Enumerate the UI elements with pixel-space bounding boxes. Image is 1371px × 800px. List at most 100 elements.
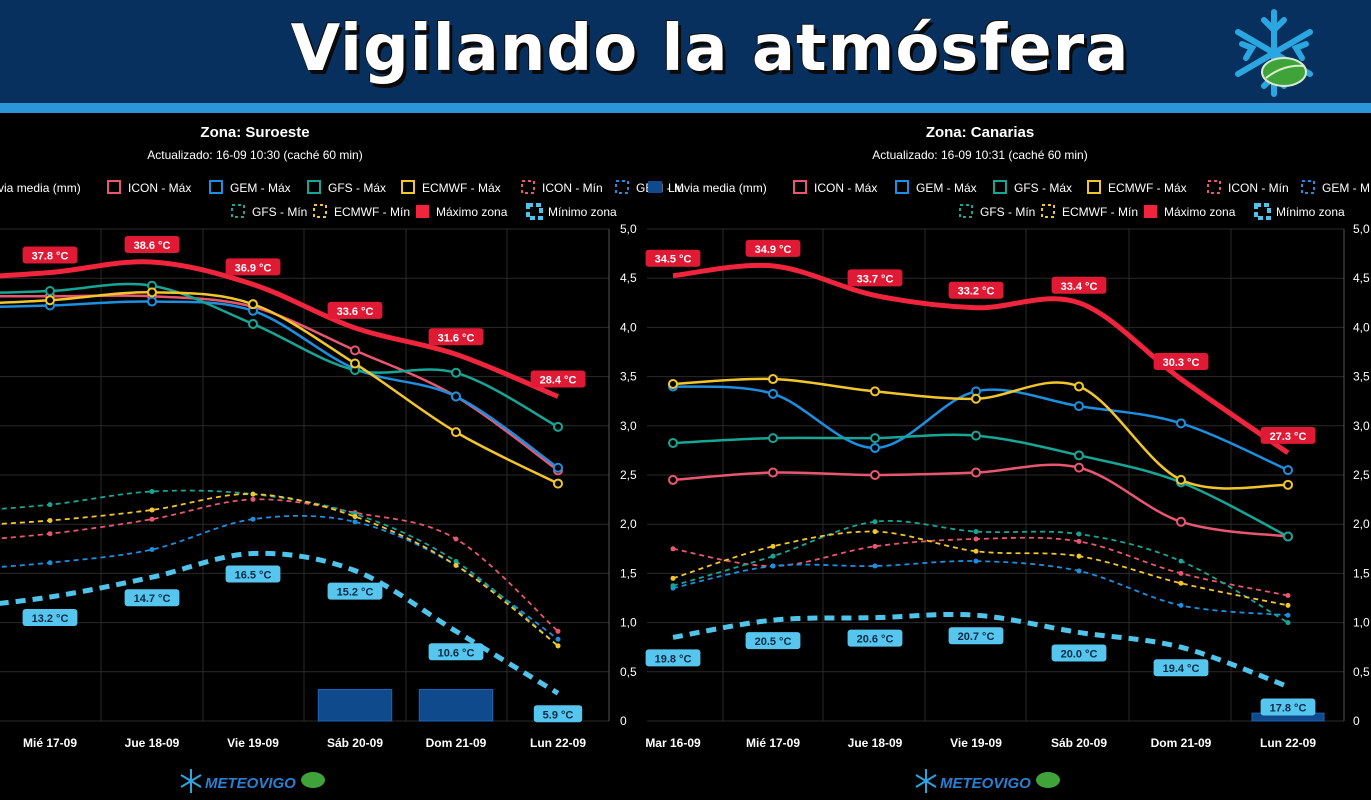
data-point	[1074, 381, 1084, 392]
data-point	[453, 558, 459, 564]
data-point	[1076, 553, 1082, 559]
data-label: 33.2 °C	[958, 286, 995, 298]
data-point	[768, 467, 778, 478]
y-tick-label: 4,0	[620, 320, 637, 334]
data-point	[350, 358, 360, 369]
data-label: 30.3 °C	[1163, 357, 1200, 369]
data-point	[352, 519, 358, 525]
legend-swatch-icon_max	[793, 180, 807, 194]
legend-label-rain: Lluvia media (mm)	[668, 181, 767, 195]
footer-brand: METEOVIGO	[180, 769, 325, 793]
series-gem-m-x	[0, 296, 563, 473]
series-ecmwf-m-n	[670, 529, 1291, 608]
legend-label-max_zone: Máximo zona	[436, 205, 508, 219]
y-tick-label: 2,5	[1353, 468, 1370, 482]
data-point	[553, 421, 563, 432]
legend-swatch-ecmwf_min	[313, 204, 327, 218]
y-tick-label: 5,0	[1353, 222, 1370, 236]
footer-leaf-icon	[301, 772, 325, 788]
x-tick-label: Vie 19-09	[227, 736, 279, 750]
footer-snowflake-icon	[915, 769, 937, 793]
header-bar	[0, 0, 1371, 103]
x-tick-label: Mié 17-09	[23, 736, 77, 750]
series-line	[672, 560, 1289, 617]
legend-label-icon_min: ICON - Mín	[542, 181, 603, 195]
data-point	[973, 529, 979, 535]
data-point	[870, 386, 880, 397]
data-label-bg	[124, 589, 180, 607]
data-point	[768, 374, 778, 385]
header-divider	[0, 103, 1371, 113]
y-tick-label: 1,5	[620, 566, 637, 580]
chart-title: Zona: Canarias	[926, 124, 1034, 141]
series-line	[0, 291, 559, 485]
data-point	[1076, 531, 1082, 537]
data-label: 20.0 °C	[1061, 648, 1098, 660]
y-tick-label: 5,0	[620, 222, 637, 236]
data-label: 14.7 °C	[134, 593, 171, 605]
data-point	[1176, 474, 1186, 485]
data-label-bg	[533, 705, 583, 723]
x-tick-label: Dom 21-09	[426, 736, 487, 750]
series-line	[0, 282, 559, 428]
footer-brand-text: METEOVIGO	[940, 775, 1031, 792]
legend-swatch-ecmwf_max	[401, 180, 415, 194]
data-label-bg	[428, 328, 484, 346]
data-point	[47, 502, 53, 508]
data-point	[147, 287, 157, 298]
data-label: 37.8 °C	[32, 251, 69, 263]
series-line	[0, 550, 560, 696]
data-point	[553, 478, 563, 489]
x-tick-label: Sáb 20-09	[1051, 736, 1107, 750]
x-tick-label: Lun 22-09	[1260, 736, 1316, 750]
data-label-bg	[948, 281, 1004, 299]
y-tick-label: 1,0	[620, 616, 637, 630]
y-tick-label: 2,5	[620, 468, 637, 482]
series-m-ximo-zona: 37.8 °C 38.6 °C 36.9 °C 33.6 °C 31.6 °C 28.4 …	[0, 235, 586, 399]
y-tick-label: 3,0	[620, 419, 637, 433]
legend-label-ecmwf_max: ECMWF - Máx	[1108, 181, 1187, 195]
data-point	[971, 430, 981, 441]
data-label-bg	[22, 246, 78, 264]
series-line	[0, 259, 559, 399]
data-point	[47, 560, 53, 566]
data-label-bg	[327, 301, 383, 319]
data-point	[1178, 602, 1184, 608]
data-point	[770, 553, 776, 559]
data-point	[1074, 462, 1084, 473]
legend-label-ecmwf_max: ECMWF - Máx	[422, 181, 501, 195]
data-point	[870, 433, 880, 444]
legend-label-ecmwf_min: ECMWF - Mín	[1062, 205, 1138, 219]
data-point	[147, 296, 157, 307]
data-point	[250, 516, 256, 522]
data-label: 33.4 °C	[1061, 281, 1098, 293]
data-label: 5.9 °C	[543, 709, 574, 721]
data-point	[1285, 602, 1291, 608]
data-point	[451, 427, 461, 438]
data-label-bg	[428, 643, 484, 661]
legend-swatch-gfs_min	[959, 204, 973, 218]
data-point	[352, 514, 358, 520]
data-label: 38.6 °C	[134, 240, 171, 252]
legend-label-ecmwf_min: ECMWF - Mín	[334, 205, 410, 219]
data-point	[971, 467, 981, 478]
data-label-bg	[1051, 276, 1107, 294]
data-point	[555, 643, 561, 649]
data-label-bg	[1153, 659, 1209, 677]
chart-panel-suroeste: Zona: Suroeste Actualizado: 16-09 10:30 (…	[0, 113, 685, 800]
series-ecmwf-m-n	[0, 491, 561, 649]
data-label: 31.6 °C	[438, 332, 475, 344]
page-title: Vigilando la atmósfera	[290, 12, 1130, 86]
grid	[647, 228, 1345, 722]
data-label: 20.7 °C	[958, 631, 995, 643]
y-tick-label: 4,0	[1353, 320, 1370, 334]
data-label: 10.6 °C	[438, 647, 475, 659]
footer-snowflake-icon	[180, 769, 202, 793]
data-label-bg	[948, 627, 1004, 645]
series-icon-m-x	[0, 291, 563, 476]
data-point	[451, 391, 461, 402]
data-point	[1283, 465, 1293, 476]
data-label-bg	[645, 249, 701, 267]
data-point	[149, 507, 155, 513]
